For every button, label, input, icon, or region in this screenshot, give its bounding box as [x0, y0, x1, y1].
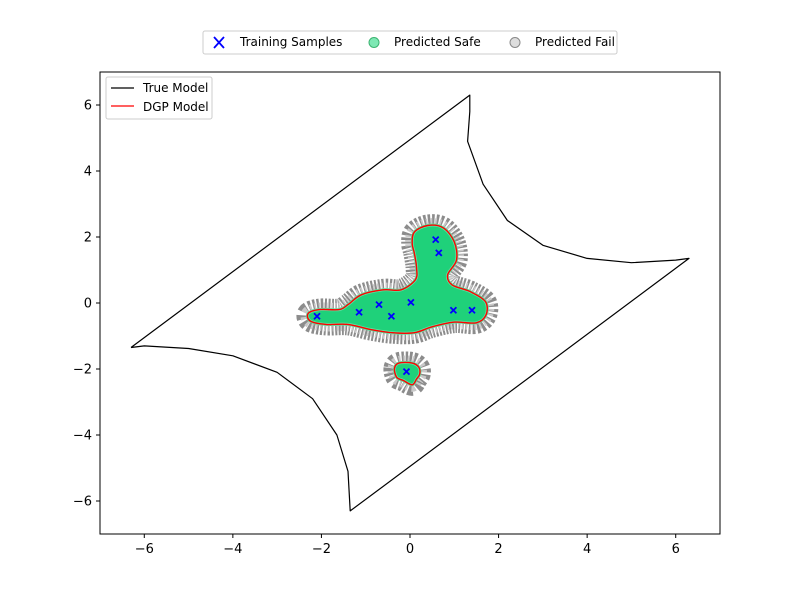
y-tick-label: 0: [84, 297, 92, 312]
y-tick-label: 6: [84, 99, 92, 114]
training-sample-point: [375, 301, 383, 309]
training-sample-point: [407, 298, 415, 306]
legend-label-dgp-model: DGP Model: [143, 100, 209, 114]
training-sample-point: [468, 306, 476, 314]
training-sample-point: [355, 308, 363, 316]
dgp-model-layer: [306, 224, 488, 386]
legend-label-fail: Predicted Fail: [535, 35, 615, 49]
legend-label-true-model: True Model: [142, 81, 208, 95]
inner-legend: True Model DGP Model: [105, 76, 213, 120]
x-tick-label: 4: [583, 542, 591, 557]
top-legend: Training Samples Predicted Safe Predicte…: [202, 30, 618, 55]
y-tick-label: 4: [84, 165, 92, 180]
y-tick-label: −6: [73, 495, 92, 510]
x-tick-label: 6: [672, 542, 680, 557]
x-tick-label: 0: [406, 542, 414, 557]
training-sample-point: [435, 249, 443, 257]
training-sample-point: [402, 368, 411, 376]
x-tick-label: −2: [312, 542, 331, 557]
y-tick-label: 2: [84, 231, 92, 246]
dgp-model-boundary: [393, 361, 421, 386]
training-sample-point: [432, 236, 440, 244]
legend-marker-safe: [368, 37, 380, 48]
true-model-layer: [130, 94, 690, 512]
training-sample-point: [449, 306, 458, 314]
y-tick-label: −2: [73, 363, 92, 378]
training-sample-point: [387, 312, 396, 320]
training-sample-point: [313, 312, 321, 320]
y-tick-label: −4: [73, 429, 92, 444]
legend-marker-training: [213, 36, 225, 49]
axis-ticks: −6 −4 −2 0 2 4 6 −6 −4 −2 0 2 4 6: [73, 99, 680, 558]
legend-label-safe: Predicted Safe: [394, 35, 481, 49]
legend-marker-fail: [509, 37, 521, 48]
x-tick-label: −4: [223, 542, 242, 557]
legend-label-training: Training Samples: [239, 35, 342, 49]
x-tick-label: −6: [135, 542, 154, 557]
x-tick-label: 2: [494, 542, 502, 557]
true-model-boundary: [130, 94, 690, 512]
training-samples-layer: [313, 236, 476, 376]
dgp-model-boundary: [306, 224, 488, 334]
top-legend-box: [202, 30, 618, 55]
